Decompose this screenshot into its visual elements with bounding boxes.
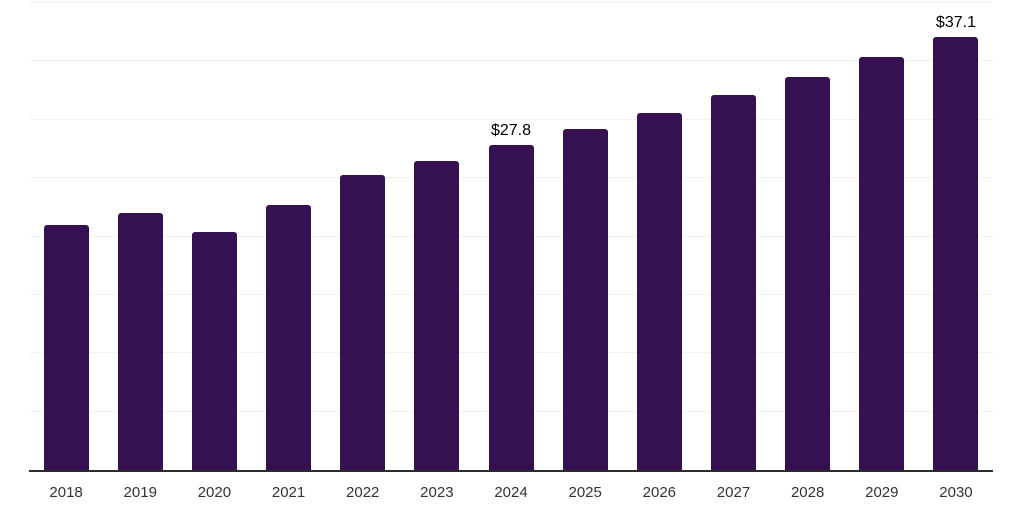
bar-slot-2023 [400, 3, 474, 470]
bar-slot-2030: $37.1 [919, 3, 993, 470]
x-tick-label-2030: 2030 [939, 484, 973, 501]
x-tick-label-2026: 2026 [642, 484, 677, 501]
x-tick-label-2023: 2023 [420, 484, 454, 501]
bar-2018 [43, 224, 89, 470]
x-tick-label-2021: 2021 [271, 484, 306, 501]
bar-slot-2028 [771, 3, 845, 470]
x-tick-label-2024: 2024 [494, 484, 528, 501]
bar-2029 [859, 56, 905, 470]
bar-slot-2020 [177, 3, 251, 470]
bar-slot-2022 [326, 3, 400, 470]
x-tick-label-2027: 2027 [716, 484, 751, 501]
bar-slot-2026 [622, 3, 696, 470]
x-tick-label-2029: 2029 [865, 484, 899, 501]
bar-2019 [117, 213, 163, 470]
bar-2027 [710, 95, 756, 470]
gridline [29, 2, 993, 3]
gridline [29, 118, 993, 120]
bar-slot-2029 [845, 3, 919, 470]
bars-container: $27.8 $37.1 [29, 3, 993, 470]
bar-slot-2024: $27.8 [474, 3, 548, 470]
bar-2026 [636, 112, 682, 470]
bar-slot-2021 [251, 3, 325, 470]
x-tick-label-2018: 2018 [49, 484, 83, 501]
x-axis-tick-labels: 2018 2019 2020 2021 2022 2023 2024 2025 2026 2027… [29, 484, 993, 502]
x-tick-label-2020: 2020 [197, 484, 232, 501]
bar-slot-2019 [103, 3, 177, 470]
plot-area: $27.8 $37.1 [29, 2, 993, 472]
x-tick-label-2025: 2025 [568, 484, 602, 501]
value-label-2024: $27.8 [490, 122, 532, 140]
x-tick-label-2022: 2022 [346, 484, 380, 501]
bar-2021 [266, 204, 312, 470]
bar-slot-2025 [548, 3, 622, 470]
bar-2025 [562, 129, 608, 470]
bar-2022 [340, 174, 386, 470]
bar-2028 [785, 76, 831, 470]
value-label-2030: $37.1 [935, 13, 976, 31]
bar-slot-2018 [29, 3, 103, 470]
bar-2030 [933, 36, 979, 470]
x-tick-label-2019: 2019 [123, 484, 157, 501]
bar-2023 [414, 160, 460, 470]
x-tick-label-2028: 2028 [790, 484, 825, 501]
bar-slot-2027 [696, 3, 770, 470]
bar-2020 [191, 231, 237, 470]
gridline [29, 60, 993, 62]
bar-2024 [488, 145, 534, 470]
